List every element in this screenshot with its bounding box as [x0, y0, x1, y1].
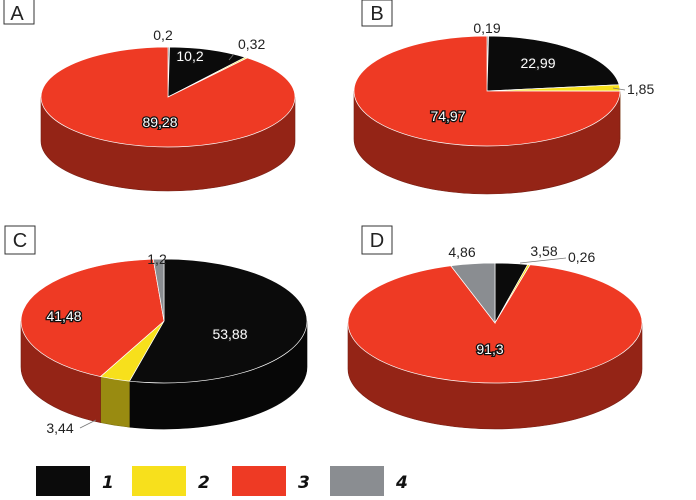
pie-B-data-label-1: 22,99 — [520, 55, 555, 71]
pie-B-data-label-2: 1,85 — [627, 81, 654, 97]
pie-A-slice-3 — [40, 46, 296, 148]
panel-label-A: A — [10, 3, 24, 25]
pie-C-slice-3 — [20, 258, 165, 377]
legend-swatch-2 — [132, 466, 186, 496]
pie-C-data-label-2: 3,44 — [46, 420, 73, 436]
pie-chart-A: A 0,210,2 0,32 89,28 — [3, 0, 296, 192]
pie-D-leader-2 — [519, 257, 567, 264]
pie-B-data-label-4: 0,19 — [473, 20, 500, 36]
pie-B-slice-3 — [353, 35, 621, 147]
pie-C-data-label-1: 53,88 — [212, 326, 247, 342]
legend-swatch-4 — [330, 466, 384, 496]
pie-A-leader-2 — [228, 53, 235, 61]
pie-A-data-label-4: 0,2 — [153, 27, 173, 43]
pie-C-data-label-4: 1,2 — [147, 251, 167, 267]
pie-D-data-label-2: 0,26 — [568, 249, 595, 265]
pie-chart-C: C 53,88 3,44 41,48 1,2 — [4, 225, 308, 436]
legend: 1 2 3 4 — [36, 466, 408, 496]
pie-B-slice-1 — [486, 35, 620, 92]
pie-B-data-label-3: 74,97 — [430, 108, 465, 124]
panel-label-C: C — [13, 230, 27, 252]
legend-label-1: 1 — [102, 473, 114, 493]
pie-A-slice-1 — [167, 46, 247, 98]
pie-chart-D: D 3,58 0,26 91,3 4,86 — [347, 225, 643, 430]
pie-A-data-label-3: 89,28 — [142, 114, 177, 130]
legend-swatch-3 — [232, 466, 286, 496]
panel-label-B: B — [370, 3, 383, 25]
pie-D-data-label-4: 4,86 — [448, 244, 475, 260]
panel-label-D: D — [370, 230, 384, 252]
legend-label-3: 3 — [298, 473, 310, 493]
pie-D-slice-3 — [347, 264, 643, 384]
pie-D-data-label-1: 3,58 — [530, 243, 557, 259]
pie-A-data-label-1: 10,2 — [176, 48, 203, 64]
pie-C-data-label-3: 41,48 — [46, 308, 81, 324]
pie-C-side-2 — [100, 376, 130, 428]
panel-label-box-C — [4, 225, 36, 255]
legend-swatch-1 — [36, 466, 90, 496]
pie-A-data-label-2: 0,32 — [238, 36, 265, 52]
panel-label-box-B — [361, 0, 393, 27]
pie-C-leader-2 — [79, 419, 97, 429]
legend-label-4: 4 — [395, 473, 408, 493]
legend-label-2: 2 — [198, 473, 210, 493]
panel-label-box-D — [361, 225, 393, 255]
pie-chart-B: B 0,19 22,99 1,85 74,97 — [353, 0, 654, 195]
panel-label-box-A — [3, 0, 35, 25]
pie-C-slice-1 — [128, 258, 308, 384]
pie-D-slice-4 — [450, 262, 496, 325]
pie-B-leader-2 — [612, 87, 626, 91]
pie-C-slice-4 — [152, 258, 165, 322]
pie-D-data-label-3: 91,3 — [476, 341, 503, 357]
